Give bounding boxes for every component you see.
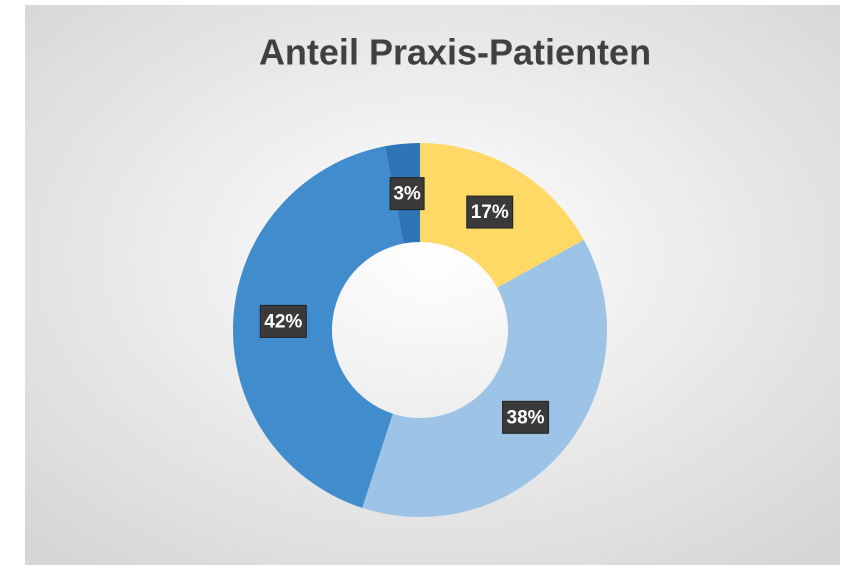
donut-segment	[233, 146, 404, 508]
data-label-box	[389, 177, 425, 211]
data-label: 3%	[393, 184, 421, 205]
data-label-box	[466, 195, 514, 229]
data-label-box	[502, 400, 550, 434]
donut-segment	[362, 239, 607, 517]
data-label: 38%	[507, 407, 545, 428]
data-label: 42%	[264, 311, 302, 332]
data-label-box	[259, 304, 307, 338]
data-label: 17%	[471, 202, 509, 223]
chart-title: Anteil Praxis-Patienten	[259, 32, 651, 73]
